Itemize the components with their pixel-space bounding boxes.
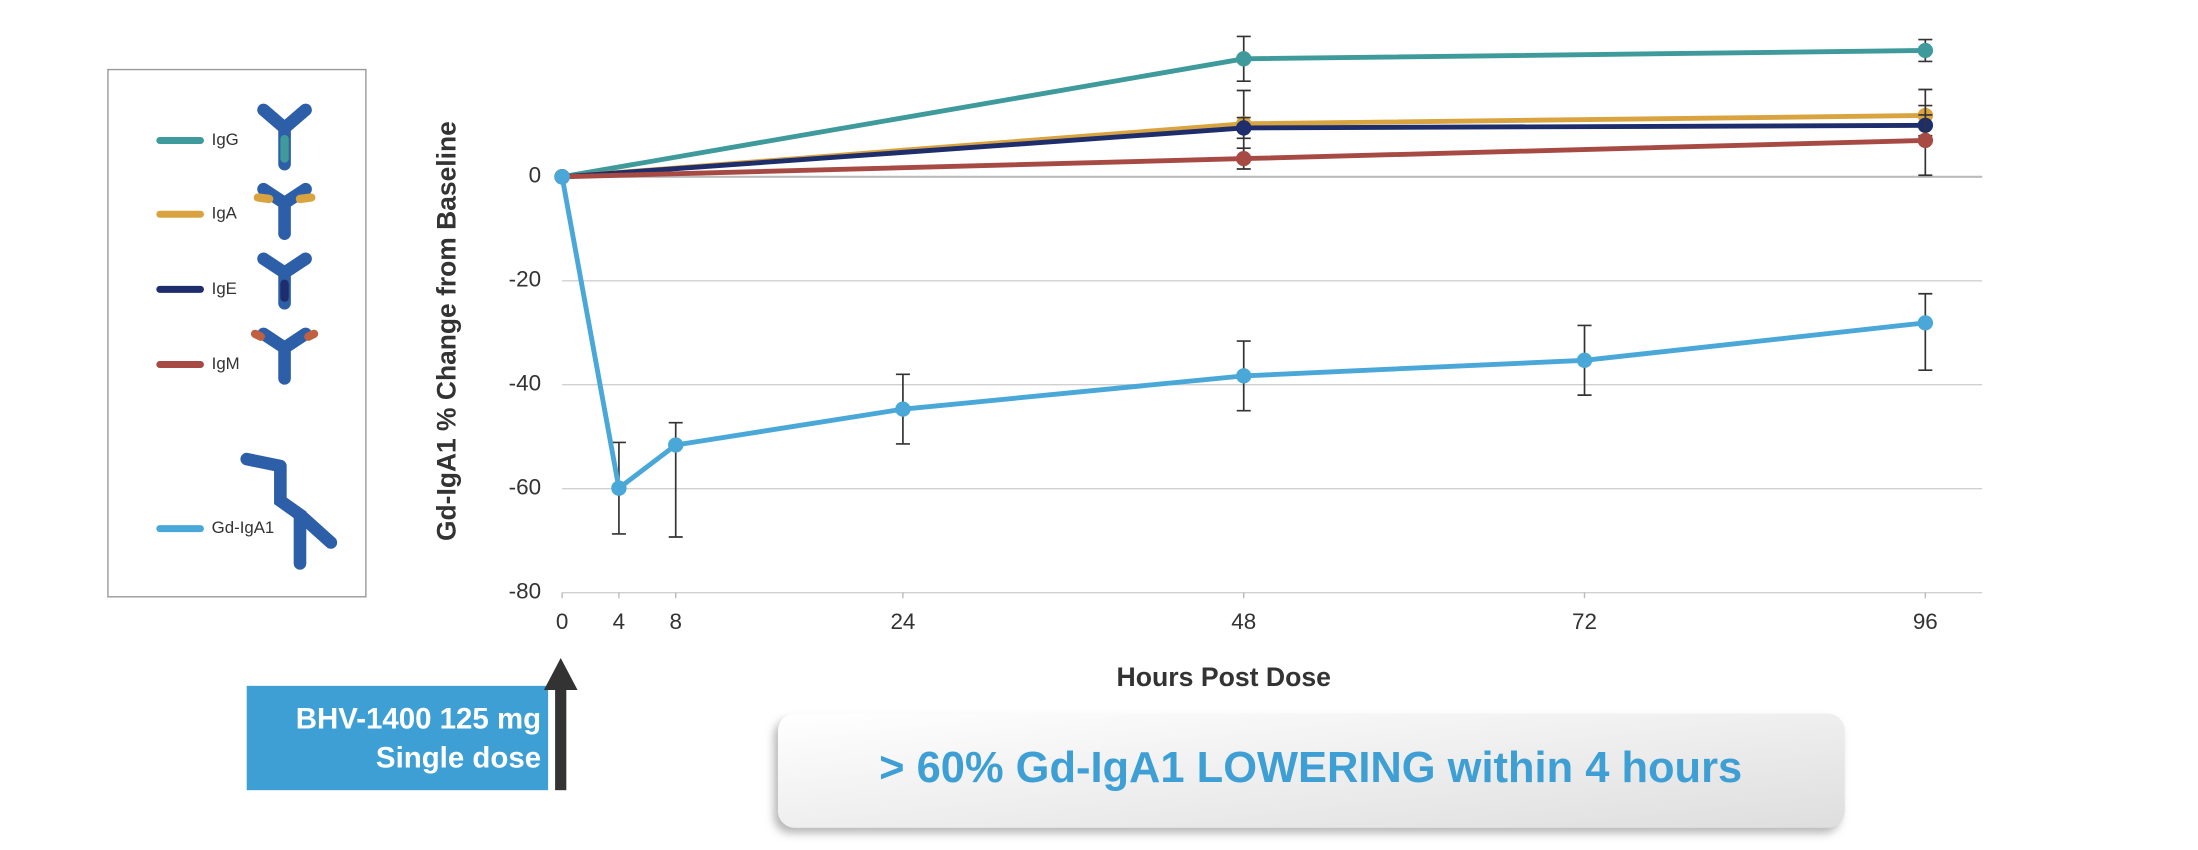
- x-tick-label: 48: [1231, 609, 1256, 634]
- y-tick-label: 0: [529, 163, 541, 188]
- dose-arrow-head: [543, 658, 578, 691]
- data-point: [668, 437, 684, 453]
- y-tick-label: -20: [509, 267, 541, 292]
- x-tick-label: 0: [556, 609, 568, 634]
- y-tick-label: -40: [509, 371, 541, 396]
- icon-ige: [257, 252, 312, 310]
- data-point: [1917, 42, 1934, 59]
- series: [554, 169, 1934, 538]
- legend-label: IgM: [212, 354, 240, 373]
- y-axis-label: Gd-IgA1 % Change from Baseline: [432, 121, 462, 541]
- data-point: [1236, 150, 1252, 167]
- x-tick-label: 96: [1913, 609, 1938, 634]
- series-line: [559, 176, 1926, 491]
- data-point: [1917, 132, 1934, 149]
- data-point: [1236, 368, 1252, 384]
- legend-label: IgE: [212, 279, 237, 298]
- error-bar: [1918, 292, 1933, 372]
- x-tick-label: 24: [890, 609, 915, 634]
- legend-label: IgA: [212, 204, 238, 223]
- data-point: [1236, 120, 1252, 136]
- data-point: [1576, 352, 1593, 368]
- data-point: [554, 169, 570, 185]
- icon-igm: [250, 327, 319, 385]
- callout-text: BHV-1400 125 mg: [296, 702, 541, 735]
- data-point: [1917, 315, 1934, 331]
- x-tick-label: 72: [1572, 609, 1597, 634]
- dose-arrow: [555, 687, 567, 791]
- data-point: [611, 480, 627, 496]
- legend-box: [107, 68, 367, 598]
- icon-iga: [253, 182, 316, 240]
- icon-gd-iga1: [240, 452, 338, 570]
- icon-igg: [257, 103, 312, 171]
- y-tick-label: -80: [509, 579, 541, 604]
- legend-label: Gd-IgA1: [212, 518, 275, 537]
- data-point: [895, 401, 911, 417]
- callout: BHV-1400 125 mg Single dose: [246, 658, 578, 791]
- x-tick-label: 4: [613, 609, 625, 634]
- antibody-icons: [240, 103, 338, 570]
- x-tick-label: 8: [669, 609, 681, 634]
- callout-box: [246, 685, 549, 791]
- y-tick-label: -60: [509, 475, 541, 500]
- data-point: [1236, 51, 1252, 67]
- x-axis-label: Hours Post Dose: [1117, 662, 1331, 692]
- banner-text: > 60% Gd-IgA1 LOWERING within 4 hours: [879, 744, 1742, 792]
- callout-text: Single dose: [376, 741, 541, 774]
- legend-label: IgG: [212, 130, 239, 149]
- banner-box: [777, 713, 1845, 828]
